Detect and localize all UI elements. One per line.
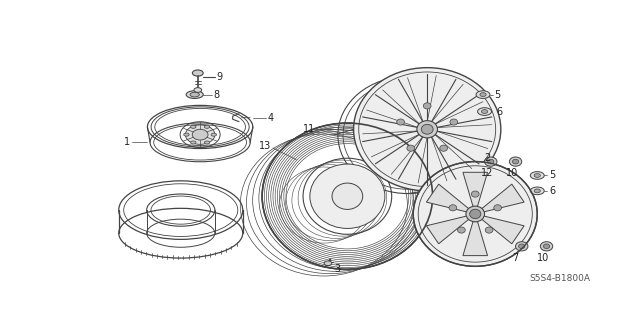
Text: 5: 5 (549, 171, 555, 180)
Ellipse shape (450, 119, 458, 125)
Ellipse shape (186, 91, 204, 99)
Ellipse shape (531, 187, 544, 195)
Text: 6: 6 (496, 107, 502, 116)
Ellipse shape (531, 172, 544, 179)
Ellipse shape (540, 242, 553, 251)
Text: 2: 2 (484, 153, 491, 164)
Ellipse shape (190, 92, 199, 97)
Ellipse shape (421, 124, 433, 134)
Ellipse shape (470, 209, 481, 219)
Ellipse shape (353, 68, 501, 191)
Ellipse shape (423, 103, 431, 109)
Text: 10: 10 (506, 168, 518, 178)
Ellipse shape (359, 72, 495, 187)
Ellipse shape (481, 110, 488, 114)
Ellipse shape (194, 88, 202, 92)
Ellipse shape (186, 125, 215, 144)
Ellipse shape (494, 205, 502, 211)
Ellipse shape (518, 244, 525, 249)
Text: 13: 13 (259, 141, 271, 151)
Ellipse shape (480, 93, 486, 97)
Ellipse shape (449, 205, 457, 211)
Ellipse shape (477, 108, 492, 116)
Polygon shape (481, 184, 524, 212)
Polygon shape (426, 216, 469, 244)
Text: 3: 3 (334, 264, 340, 275)
Text: 11: 11 (303, 124, 316, 134)
Ellipse shape (324, 261, 332, 266)
Ellipse shape (193, 70, 204, 76)
Ellipse shape (472, 191, 479, 197)
Ellipse shape (397, 119, 404, 125)
Polygon shape (426, 184, 469, 212)
Text: 9: 9 (216, 72, 223, 82)
Ellipse shape (211, 133, 216, 136)
Ellipse shape (485, 227, 493, 233)
Text: 1: 1 (124, 137, 131, 147)
Ellipse shape (516, 242, 528, 251)
Text: 10: 10 (537, 253, 550, 263)
Ellipse shape (509, 157, 522, 166)
Ellipse shape (184, 133, 189, 136)
Ellipse shape (332, 183, 363, 209)
Ellipse shape (543, 244, 550, 249)
Ellipse shape (204, 141, 210, 144)
Ellipse shape (440, 145, 447, 151)
Ellipse shape (534, 189, 540, 193)
Ellipse shape (191, 125, 196, 128)
Text: 6: 6 (549, 186, 555, 196)
Ellipse shape (458, 227, 465, 233)
Polygon shape (481, 216, 524, 244)
Ellipse shape (191, 141, 196, 144)
Text: 5: 5 (495, 90, 501, 100)
Ellipse shape (204, 125, 210, 128)
Ellipse shape (407, 145, 415, 151)
Ellipse shape (488, 159, 494, 164)
Ellipse shape (192, 129, 208, 140)
Ellipse shape (417, 121, 438, 138)
Ellipse shape (484, 157, 497, 166)
Ellipse shape (513, 159, 518, 164)
Ellipse shape (418, 166, 532, 262)
Polygon shape (463, 221, 488, 256)
Text: S5S4-B1800A: S5S4-B1800A (529, 274, 591, 283)
Text: 12: 12 (481, 168, 494, 178)
Ellipse shape (310, 164, 385, 228)
Ellipse shape (466, 206, 484, 222)
Text: 4: 4 (268, 113, 274, 123)
Text: 8: 8 (213, 90, 220, 100)
Text: 7: 7 (513, 253, 518, 263)
Polygon shape (463, 172, 488, 207)
Ellipse shape (413, 162, 537, 266)
Ellipse shape (534, 173, 540, 177)
Ellipse shape (476, 91, 490, 99)
